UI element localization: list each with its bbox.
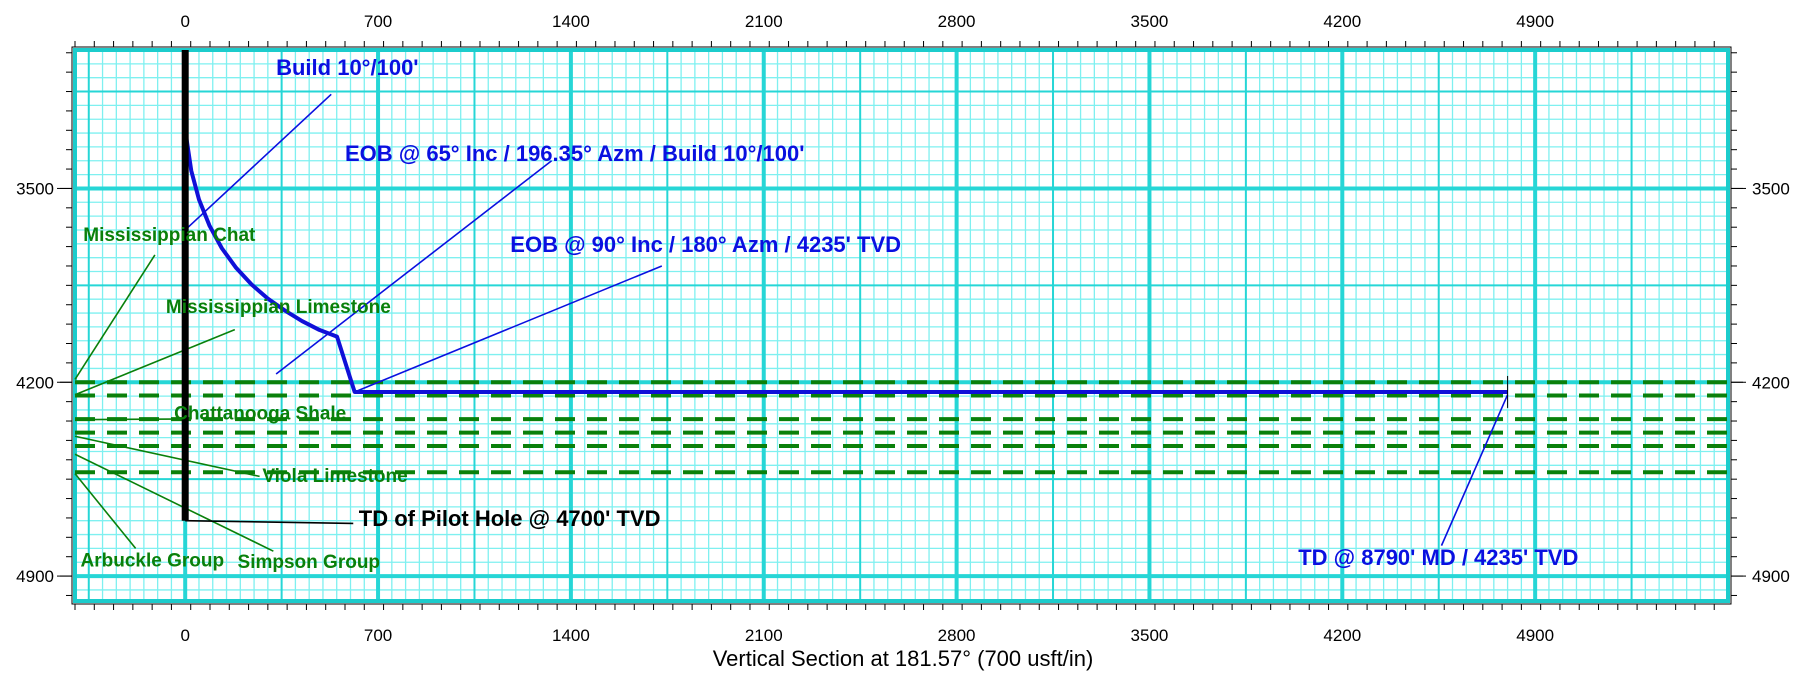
annotation-leader [185,519,354,525]
x-tick-label-top: 700 [364,12,392,31]
y-tick-label-right: 4900 [1752,567,1790,586]
x-tick-label-bottom: 700 [364,626,392,645]
annotation-leader [354,265,663,393]
x-tick-label-bottom: 2100 [745,626,783,645]
plot-frame [71,46,1732,605]
x-tick-label-bottom: 3500 [1131,626,1169,645]
x-tick-label-top: 2100 [745,12,783,31]
annotation-label: TD @ 8790' MD / 4235' TVD [1298,545,1578,570]
annotation-label: TD of Pilot Hole @ 4700' TVD [359,506,661,531]
y-tick-label-right: 4200 [1752,373,1790,392]
x-tick-label-top: 1400 [552,12,590,31]
x-tick-label-bottom: 4900 [1516,626,1554,645]
plot-outer-border [71,46,1732,605]
y-tick-label-left: 4900 [16,567,54,586]
x-tick-label-bottom: 2800 [938,626,976,645]
annotations: Build 10°/100' EOB @ 65° Inc / 196.35° Az… [81,55,1579,573]
annotation-leader [184,93,332,231]
annotation-label: Mississippian Limestone [166,297,391,318]
annotation-leader [74,418,175,421]
x-axis-title: Vertical Section at 181.57° (700 usft/in… [713,646,1094,671]
x-tick-label-top: 3500 [1131,12,1169,31]
well-paths [181,50,1509,521]
x-tick-label-bottom: 4200 [1323,626,1361,645]
annotation-leader [74,435,260,478]
annotation-label: Build 10°/100' [276,55,418,80]
y-tick-label-left: 3500 [16,179,54,198]
x-tick-label-top: 4200 [1323,12,1361,31]
wellbore-path [183,50,1508,394]
annotation-leader [74,254,156,380]
axis-ticks [57,41,1746,610]
y-tick-label-left: 4200 [16,373,54,392]
annotation-label: Viola Limestone [262,466,407,487]
plot-border [73,48,1730,603]
annotation-leader [275,160,553,375]
axis-labels: 0 0 700 700 1400 1400 2100 2100 2800 2800 3500 3500… [16,12,1790,645]
annotation-leader [74,473,137,549]
annotation-leaders [74,93,1509,552]
x-tick-label-bottom: 0 [180,626,189,645]
annotation-leader [1440,394,1509,546]
annotation-label: Simpson Group [238,552,380,573]
grid [74,49,1729,601]
formation-lines [75,380,1728,475]
annotation-label: Chattanooga Shale [174,404,346,425]
annotation-label: EOB @ 90° Inc / 180° Azm / 4235' TVD [510,232,901,257]
annotation-label: Mississippian Chat [83,225,256,246]
x-tick-label-bottom: 1400 [552,626,590,645]
x-tick-label-top: 0 [180,12,189,31]
annotation-label: EOB @ 65° Inc / 196.35° Azm / Build 10°/… [345,141,804,166]
annotation-leader [74,453,274,552]
annotation-label: Arbuckle Group [81,550,225,571]
annotation-leader [74,328,236,396]
y-tick-label-right: 3500 [1752,179,1790,198]
x-tick-label-top: 2800 [938,12,976,31]
x-tick-label-top: 4900 [1516,12,1554,31]
